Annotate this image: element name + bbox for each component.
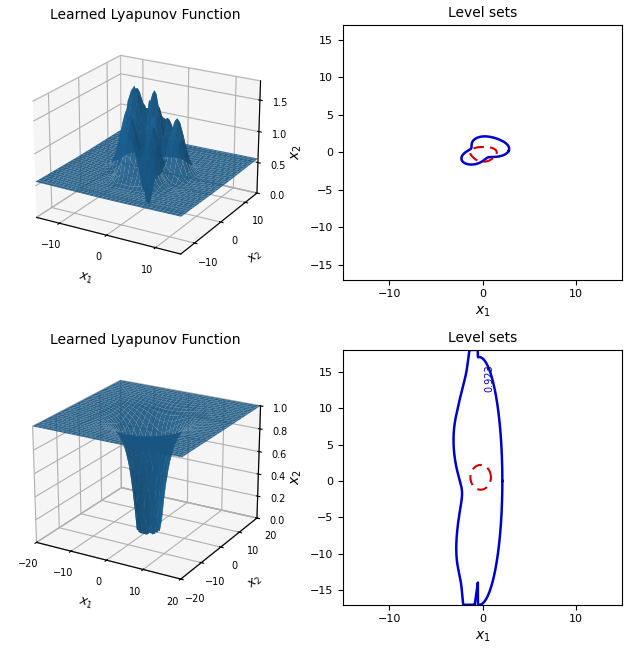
X-axis label: $x_1$: $x_1$ xyxy=(475,630,490,644)
Y-axis label: $x_2$: $x_2$ xyxy=(290,469,304,485)
Title: Learned Lyapunov Function: Learned Lyapunov Function xyxy=(50,333,241,347)
Title: Level sets: Level sets xyxy=(448,6,517,20)
X-axis label: $x_1$: $x_1$ xyxy=(475,305,490,319)
X-axis label: $x_1$: $x_1$ xyxy=(77,595,94,612)
X-axis label: $x_1$: $x_1$ xyxy=(77,270,94,287)
Title: Learned Lyapunov Function: Learned Lyapunov Function xyxy=(50,8,241,22)
Y-axis label: $x_2$: $x_2$ xyxy=(246,248,266,267)
Text: 0.923: 0.923 xyxy=(484,364,494,392)
Y-axis label: $x_2$: $x_2$ xyxy=(246,573,266,592)
Y-axis label: $x_2$: $x_2$ xyxy=(290,144,304,160)
Title: Level sets: Level sets xyxy=(448,331,517,345)
